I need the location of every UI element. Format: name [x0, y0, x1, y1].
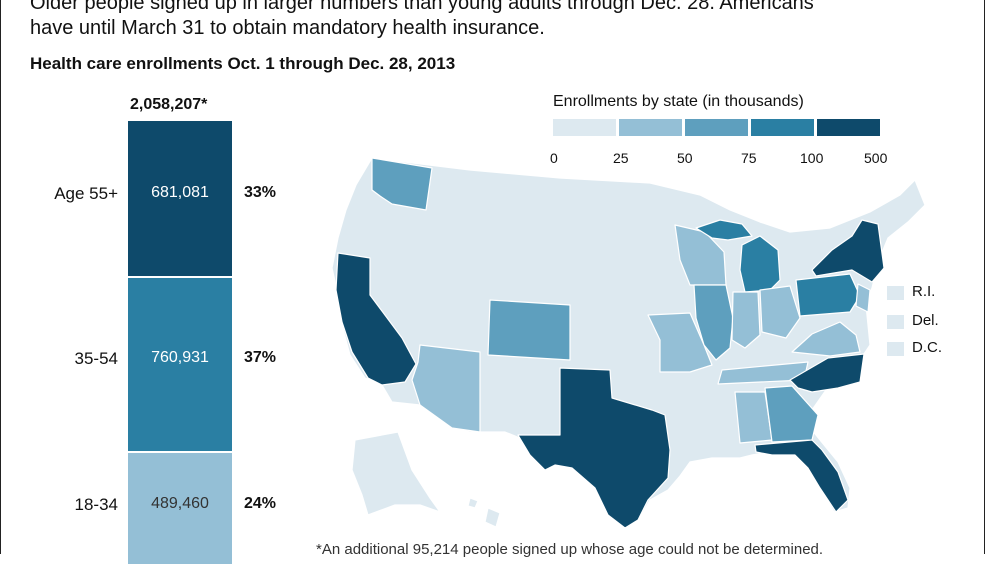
age-group-label: 18-34	[74, 495, 118, 514]
state-virginia	[791, 321, 861, 357]
legend-tick-label: 25	[613, 150, 629, 166]
legend-title: Enrollments by state (in thousands)	[553, 93, 804, 110]
state-arizona	[411, 344, 481, 433]
percent-label: 33%	[244, 184, 277, 201]
legend-swatch	[685, 119, 748, 136]
state-indiana	[731, 291, 761, 349]
state-pennsylvania	[795, 273, 861, 317]
chart-title: Health care enrollments Oct. 1 through D…	[30, 54, 456, 73]
small-state-swatch-dc	[887, 342, 904, 356]
intro-text: Older people signed up in larger numbers…	[30, 0, 970, 41]
legend-tick-label: 75	[741, 150, 757, 166]
legend-tick-label: 50	[677, 150, 693, 166]
state-missouri	[647, 312, 713, 373]
legend-tick-label: 100	[800, 150, 824, 166]
legend-tick-label: 500	[864, 150, 888, 166]
state-florida	[754, 439, 849, 513]
percent-label: 24%	[244, 495, 277, 512]
legend-swatch	[817, 119, 880, 136]
legend-swatch	[553, 119, 616, 136]
small-state-swatch-ri	[887, 286, 904, 300]
state-new-york	[811, 219, 885, 283]
small-state-del: Del.	[912, 312, 939, 329]
bar-segment-1	[128, 121, 232, 276]
intro-line-1: Older people signed up in larger numbers…	[30, 0, 814, 14]
state-hawaii	[467, 497, 479, 509]
total-label: 2,058,207*	[130, 96, 208, 113]
state-new-jersey	[855, 283, 871, 313]
intro-line-2: have until March 31 to obtain mandatory …	[30, 17, 545, 39]
legend-tick-label: 0	[550, 150, 558, 166]
state-michigan	[739, 235, 781, 293]
legend-swatch	[751, 119, 814, 136]
bar-value-label: 489,460	[151, 495, 209, 512]
state-north-carolina	[789, 353, 865, 393]
state-alaska	[351, 431, 441, 516]
state-california	[335, 252, 417, 386]
legend-swatch	[619, 119, 682, 136]
state-washington	[371, 157, 433, 211]
footnote: *An additional 95,214 people signed up w…	[316, 541, 824, 558]
state-michigan-upper	[695, 219, 753, 241]
bar-value-label: 681,081	[151, 184, 209, 201]
state-colorado	[487, 299, 571, 361]
percent-label: 37%	[244, 349, 277, 366]
age-group-label: 35-54	[74, 349, 118, 368]
state-texas	[517, 367, 671, 529]
bar-value-label: 760,931	[151, 349, 209, 366]
bar-segment-2	[128, 278, 232, 451]
state-hawaii-big-island	[484, 507, 501, 528]
state-georgia	[764, 385, 819, 443]
age-group-label: Age 55+	[54, 184, 118, 203]
small-state-dc: D.C.	[912, 339, 942, 356]
small-state-ri: R.I.	[912, 283, 936, 300]
state-ohio	[759, 285, 801, 339]
bar-segment-3	[128, 453, 232, 564]
small-state-swatch-del	[887, 315, 904, 329]
state-illinois	[693, 284, 734, 361]
